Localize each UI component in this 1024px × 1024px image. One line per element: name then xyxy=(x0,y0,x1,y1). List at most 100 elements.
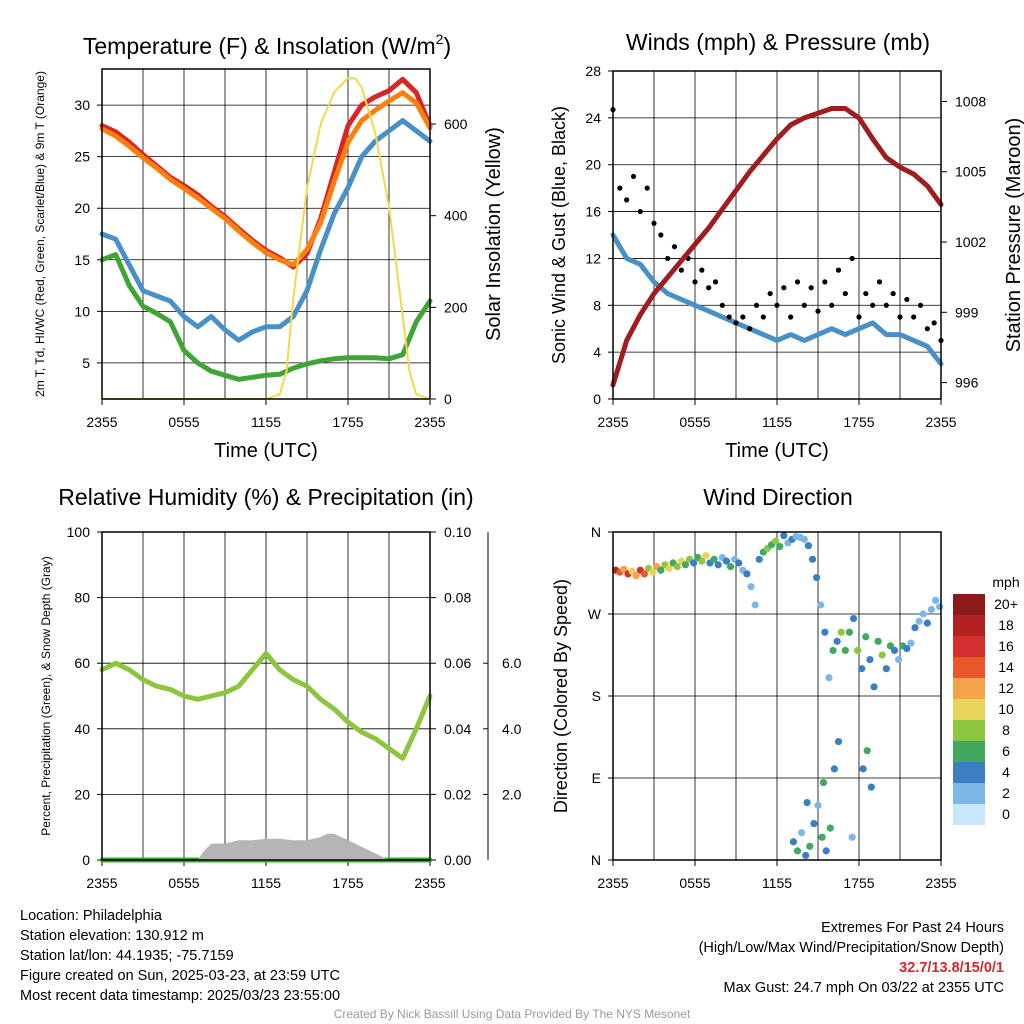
plot-area-1: 0 4 8 12 16 20 24 28 2355 0555 1155 1755 2355 996 999 1… xyxy=(549,63,1024,462)
colorbar-title: mph xyxy=(992,574,1019,590)
snow-tick-label: 4.0 xyxy=(502,721,522,737)
x-tick-label: 1155 xyxy=(762,414,792,430)
x-tick-label: 1755 xyxy=(332,414,363,430)
colorbar-swatch xyxy=(953,762,985,783)
gust-point xyxy=(849,255,855,262)
direction-point xyxy=(743,570,751,578)
colorbar-swatch xyxy=(953,657,985,678)
y-tick-label: 8 xyxy=(593,297,601,313)
y-tick-label: 20 xyxy=(74,200,90,216)
temperature-panel: Temperature (F) & Insolation (W/m2) 5 10 1… xyxy=(33,31,505,462)
x-tick-label: 0555 xyxy=(168,875,199,891)
plot-frame xyxy=(101,531,431,861)
y-tick-label: 20 xyxy=(585,157,601,173)
direction-point xyxy=(882,665,890,673)
gust-point xyxy=(678,267,684,273)
direction-point xyxy=(657,566,665,574)
direction-point xyxy=(826,824,834,832)
humidity-title: Relative Humidity (%) & Precipitation (i… xyxy=(58,484,473,510)
direction-point xyxy=(710,555,718,563)
y-tick-label: 12 xyxy=(585,250,601,266)
gust-point xyxy=(630,173,637,180)
gust-point xyxy=(692,279,698,285)
colorbar-label: 8 xyxy=(1002,722,1010,738)
gust-point xyxy=(671,244,678,250)
direction-point xyxy=(698,557,706,565)
direction-point xyxy=(690,559,698,567)
y2-tick-label: 1005 xyxy=(955,164,986,180)
gust-point xyxy=(624,197,630,203)
y2-tick-label: 0.04 xyxy=(444,721,471,737)
series-line xyxy=(610,106,944,388)
plot-frame xyxy=(612,531,942,861)
y2-tick-label: 0.06 xyxy=(444,655,471,671)
y-tick-label: W xyxy=(588,606,602,622)
x-tick-label: 2355 xyxy=(597,414,628,430)
gust-point xyxy=(890,290,896,297)
direction-point xyxy=(810,819,818,828)
y2-tick-label: 0 xyxy=(444,391,452,407)
y-tick-label: S xyxy=(592,688,601,704)
direction-point xyxy=(854,646,862,655)
colorbar-swatch xyxy=(953,594,985,615)
y-tick-label: 40 xyxy=(74,721,90,737)
direction-point xyxy=(848,833,856,841)
gust-point xyxy=(706,285,712,291)
direction-point xyxy=(903,645,911,653)
y-tick-label: 16 xyxy=(585,204,601,220)
direction-point xyxy=(640,570,649,578)
direction-point xyxy=(702,552,710,560)
gust-point xyxy=(733,320,739,326)
direction-point xyxy=(890,646,899,655)
gust-point xyxy=(835,267,842,273)
y2-tick-label: 996 xyxy=(955,375,979,391)
direction-point xyxy=(800,535,808,543)
gust-point xyxy=(781,285,787,291)
direction-point xyxy=(911,624,919,632)
gust-point xyxy=(644,185,650,191)
gust-point xyxy=(767,290,773,297)
gust-point xyxy=(774,302,780,308)
direction-point xyxy=(863,747,871,755)
y-tick-label: 30 xyxy=(74,97,90,113)
plot-frame xyxy=(612,70,942,400)
x-tick-label: 2355 xyxy=(925,875,956,891)
direction-point xyxy=(862,633,870,641)
direction-point xyxy=(822,847,830,855)
gust-point xyxy=(917,302,924,308)
gust-point xyxy=(788,314,794,320)
direction-point xyxy=(802,851,810,860)
x-tick-label: 2355 xyxy=(86,875,117,891)
gust-point xyxy=(699,267,705,273)
direction-point xyxy=(632,572,640,580)
direction-point xyxy=(814,801,822,809)
y2-tick-label: 600 xyxy=(444,116,468,132)
y2-axis-label: Station Pressure (Maroon) xyxy=(1003,118,1024,353)
y-tick-label: 25 xyxy=(74,149,90,165)
gust-point xyxy=(651,220,657,226)
gust-point xyxy=(863,290,869,297)
colorbar-swatch xyxy=(953,720,985,741)
direction-point xyxy=(806,842,814,850)
direction-point xyxy=(789,838,798,846)
gust-point xyxy=(726,314,732,320)
direction-point xyxy=(813,573,821,582)
extremes-values: 32.7/13.8/15/0/1 xyxy=(899,960,1004,976)
y-tick-label: 0 xyxy=(82,852,90,868)
y-tick-label: 60 xyxy=(74,655,90,671)
gust-point xyxy=(665,255,671,262)
colorbar-swatch xyxy=(953,678,985,699)
gust-point xyxy=(870,302,876,308)
direction-point xyxy=(870,683,878,691)
gust-point xyxy=(842,290,848,297)
winds-title: Winds (mph) & Pressure (mb) xyxy=(626,29,930,55)
direction-point xyxy=(780,532,788,540)
series-line xyxy=(99,118,433,343)
extremes-info: Extremes For Past 24 Hours (High/Low/Max… xyxy=(699,918,1004,998)
y-tick-label: 10 xyxy=(74,303,90,319)
colorbar-label: 10 xyxy=(998,701,1014,717)
snow-tick-label: 6.0 xyxy=(502,655,522,671)
y-tick-label: 4 xyxy=(593,344,601,360)
direction-point xyxy=(803,799,811,807)
